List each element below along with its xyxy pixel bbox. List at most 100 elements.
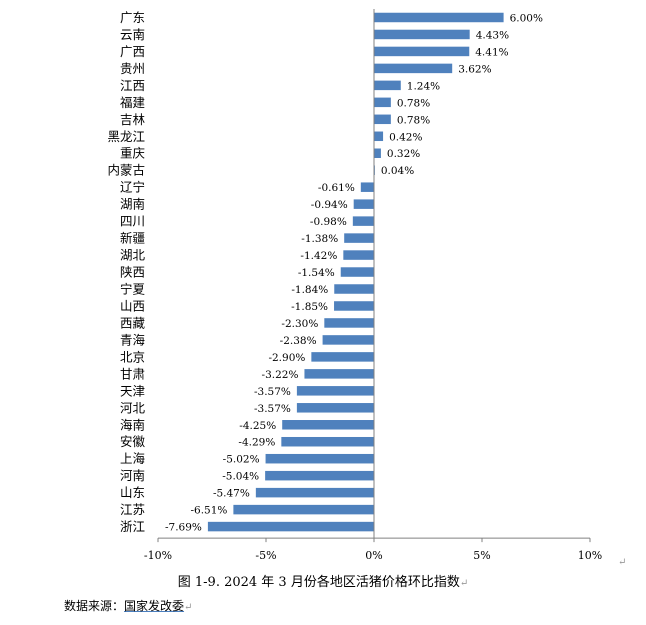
bar (334, 301, 374, 311)
bar (374, 97, 391, 108)
data-label: -2.90% (268, 352, 305, 364)
bar (304, 369, 374, 379)
bar (281, 436, 374, 447)
bar (374, 80, 401, 91)
return-mark-icon: ↵ (459, 578, 469, 589)
category-label: 黑龙江 (107, 129, 145, 144)
bar (374, 63, 453, 74)
bar (207, 521, 374, 532)
data-label: 1.24% (407, 80, 440, 92)
bar (296, 386, 374, 396)
bar (374, 29, 470, 40)
category-label: 河北 (120, 400, 146, 415)
category-label: 四川 (120, 214, 145, 229)
data-label: -4.29% (238, 437, 275, 449)
bar (353, 199, 374, 209)
data-label: -3.22% (262, 369, 299, 381)
x-tick-label: -5% (255, 549, 276, 562)
data-label: -1.38% (301, 233, 338, 245)
data-label: 6.00% (510, 12, 543, 24)
category-label: 海南 (120, 417, 145, 432)
data-label: -5.02% (223, 454, 260, 466)
category-label: 内蒙古 (107, 163, 145, 178)
bar (265, 470, 374, 481)
data-source: 数据来源：国家发改委↵ (64, 597, 192, 614)
bar (311, 352, 374, 362)
category-label: 山西 (120, 298, 145, 313)
data-label: 0.32% (387, 148, 420, 160)
data-label: -1.42% (300, 250, 337, 262)
bar (265, 453, 374, 464)
data-label: -1.54% (298, 267, 335, 279)
bar (282, 420, 374, 430)
category-label: 江西 (120, 78, 145, 93)
data-label: 0.04% (381, 165, 414, 177)
category-label: 江苏 (120, 502, 145, 517)
category-label: 宁夏 (120, 282, 146, 297)
category-label: 甘肃 (120, 366, 145, 381)
data-label: -0.98% (310, 216, 347, 228)
x-tick-label: 0% (365, 549, 382, 562)
bar-chart: 广东 6.00% 云南 4.43% 广西 4.41% 贵州 3.62% 江西 1.24% 福建 0.7… (107, 9, 602, 562)
source-prefix: 数据来源： (64, 599, 125, 613)
source-name: 国家发改委 (124, 599, 185, 613)
category-label: 天津 (120, 383, 145, 398)
data-label: -4.25% (239, 420, 276, 432)
category-label: 贵州 (120, 61, 145, 76)
data-label: 0.42% (389, 131, 422, 143)
category-label: 浙江 (120, 519, 145, 534)
category-label: 辽宁 (120, 180, 145, 195)
data-label: -5.47% (213, 488, 250, 500)
bar (374, 114, 391, 125)
data-label: -6.51% (190, 505, 227, 517)
bar (343, 250, 374, 260)
data-label: -3.57% (254, 403, 291, 415)
category-label: 广东 (120, 10, 145, 25)
figure-caption: 图 1-9. 2024 年 3 月份各地区活猪价格环比指数↵ (0, 571, 646, 590)
data-label: -2.38% (280, 335, 317, 347)
data-label: 4.43% (476, 29, 509, 41)
x-tick-label: -10% (144, 549, 172, 562)
bar (255, 487, 374, 498)
category-label: 湖南 (120, 197, 145, 212)
return-mark-icon: ↵ (618, 557, 627, 568)
data-label: -0.61% (318, 182, 355, 194)
data-label: 4.41% (475, 46, 508, 58)
x-tick-label: 10% (578, 549, 602, 562)
category-label: 新疆 (120, 231, 145, 246)
bar (374, 46, 470, 57)
category-label: 吉林 (120, 112, 146, 127)
x-tick-label: 5% (473, 549, 490, 562)
bar (322, 335, 374, 345)
data-label: -3.57% (254, 386, 291, 398)
bar (360, 182, 374, 192)
data-label: 0.78% (397, 97, 430, 109)
category-label: 重庆 (120, 146, 146, 161)
bar (352, 216, 374, 226)
category-label: 山东 (120, 485, 145, 500)
data-label: -5.04% (222, 471, 259, 483)
bar (344, 233, 374, 243)
category-label: 河南 (120, 468, 145, 483)
category-label: 青海 (120, 332, 146, 347)
category-label: 北京 (120, 349, 145, 364)
bar (340, 267, 374, 277)
bar (334, 284, 374, 294)
return-mark-icon: ↵ (184, 602, 193, 613)
category-label: 福建 (120, 95, 146, 110)
bar (233, 504, 374, 515)
data-label: 3.62% (458, 63, 491, 75)
bar (324, 318, 374, 328)
data-label: -7.69% (165, 522, 202, 534)
bar (374, 12, 504, 23)
data-label: -0.94% (311, 199, 348, 211)
category-label: 安徽 (120, 434, 146, 449)
data-label: -2.30% (281, 318, 318, 330)
bar (374, 131, 384, 142)
caption-text: 图 1-9. 2024 年 3 月份各地区活猪价格环比指数 (177, 575, 460, 590)
data-label: -1.85% (291, 301, 328, 313)
category-label: 上海 (120, 451, 146, 466)
category-label: 陕西 (120, 265, 145, 280)
category-label: 云南 (120, 27, 145, 42)
category-label: 湖北 (120, 248, 146, 263)
